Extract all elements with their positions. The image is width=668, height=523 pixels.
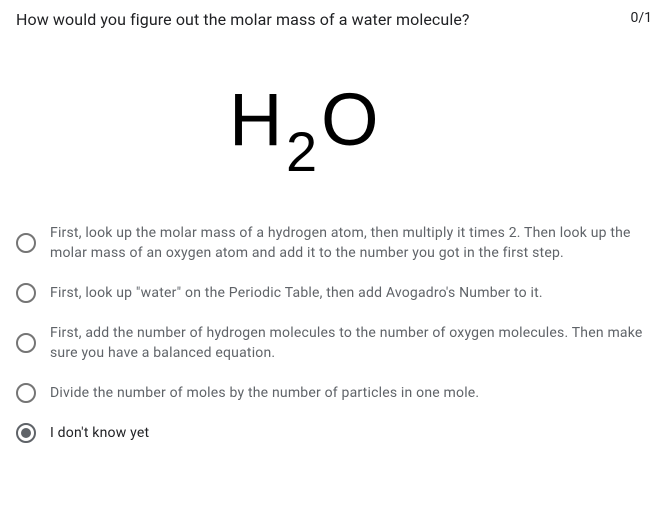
- option-label: Divide the number of moles by the number…: [50, 383, 479, 403]
- radio-icon[interactable]: [16, 333, 36, 353]
- option-row[interactable]: I don't know yet: [16, 423, 652, 443]
- option-label: First, look up the molar mass of a hydro…: [50, 223, 652, 263]
- formula-o: O: [321, 78, 379, 161]
- points-indicator: 0/1: [630, 10, 652, 26]
- formula-sub: 2: [286, 120, 317, 173]
- question-header: How would you figure out the molar mass …: [0, 0, 668, 29]
- radio-icon[interactable]: [16, 233, 36, 253]
- option-label: First, add the number of hydrogen molecu…: [50, 323, 652, 363]
- question-text: How would you figure out the molar mass …: [16, 10, 470, 29]
- option-row[interactable]: Divide the number of moles by the number…: [16, 383, 652, 403]
- radio-icon[interactable]: [16, 383, 36, 403]
- options-list: First, look up the molar mass of a hydro…: [0, 223, 668, 443]
- formula-h: H: [229, 78, 282, 161]
- option-row[interactable]: First, look up "water" on the Periodic T…: [16, 283, 652, 303]
- option-label: I don't know yet: [50, 423, 149, 443]
- option-label: First, look up "water" on the Periodic T…: [50, 283, 543, 303]
- radio-icon[interactable]: [16, 283, 36, 303]
- formula-image: H 2 O: [0, 73, 668, 177]
- option-row[interactable]: First, add the number of hydrogen molecu…: [16, 323, 652, 363]
- option-row[interactable]: First, look up the molar mass of a hydro…: [16, 223, 652, 263]
- radio-icon[interactable]: [16, 423, 36, 443]
